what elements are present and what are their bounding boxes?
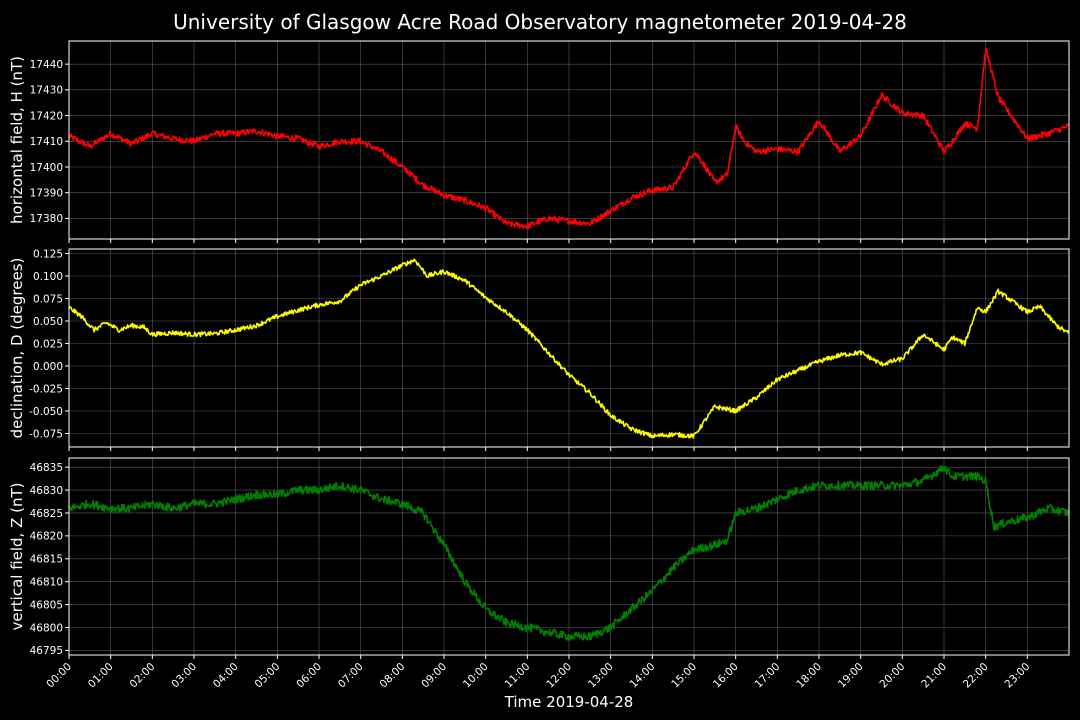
x-tick-label: 10:00	[461, 661, 491, 691]
x-tick-label: 09:00	[419, 661, 449, 691]
x-tick-label: 15:00	[669, 661, 699, 691]
y-tick-label: 0.050	[33, 316, 63, 328]
panel-frame	[68, 457, 1070, 656]
x-tick-label: 18:00	[794, 661, 824, 691]
y-tick-label: 0.000	[33, 361, 63, 373]
chart-title: University of Glasgow Acre Road Observat…	[173, 10, 907, 34]
y-axis-label-z: vertical field, Z (nT)	[8, 482, 26, 630]
x-tick-label: 16:00	[711, 661, 741, 691]
y-tick-label: 0.125	[33, 248, 63, 260]
y-tick-label: 17420	[30, 110, 63, 122]
x-tick-label: 00:00	[44, 661, 74, 691]
y-tick-label: 17440	[30, 59, 63, 71]
x-tick-label: 05:00	[253, 661, 283, 691]
y-tick-label: 46835	[30, 462, 63, 474]
y-tick-label: 46795	[30, 645, 63, 657]
y-tick-label: -0.075	[29, 428, 63, 440]
x-tick-label: 12:00	[544, 661, 574, 691]
x-tick-label: 06:00	[294, 661, 324, 691]
y-tick-label: 0.075	[33, 293, 63, 305]
panel-d: -0.075 -0.050 -0.025 0.000 0.025 0.050 0.075 0.…	[8, 248, 1070, 451]
y-tick-label: 17390	[30, 188, 63, 200]
y-tick-label: 17400	[30, 162, 63, 174]
y-tick-label: 46810	[30, 576, 63, 588]
y-tick-label: 46825	[30, 508, 63, 520]
panels: 17380 17390 17400 17410 17420 17430 17440 horiz…	[8, 40, 1070, 659]
y-tick-label: 17410	[30, 136, 63, 148]
x-tick-label: 23:00	[1003, 661, 1033, 691]
x-tick-label: 03:00	[169, 661, 199, 691]
panel-z: 46795 46800 46805 46810 46815 46820 46825 46830…	[8, 457, 1070, 659]
x-tick-label: 22:00	[961, 661, 991, 691]
y-tick-label: 46830	[30, 485, 63, 497]
series-line-z	[69, 464, 1069, 642]
y-tick-label: 0.025	[33, 338, 63, 350]
y-tick-label: 17380	[30, 213, 63, 225]
y-tick-label: 0.100	[33, 271, 63, 283]
x-tick-label: 08:00	[378, 661, 408, 691]
panel-frame	[68, 248, 1070, 448]
y-tick-label: -0.050	[29, 406, 63, 418]
y-tick-label: 17430	[30, 85, 63, 97]
y-tick-label: 46800	[30, 622, 63, 634]
x-tick-label: 20:00	[878, 661, 908, 691]
x-tick-label: 21:00	[919, 661, 949, 691]
panel-h: 17380 17390 17400 17410 17420 17430 17440 horiz…	[8, 40, 1070, 243]
x-tick-label: 01:00	[86, 661, 116, 691]
x-tick-label: 14:00	[628, 661, 658, 691]
x-tick-label: 17:00	[753, 661, 783, 691]
x-tick-label: 07:00	[336, 661, 366, 691]
x-tick-label: 02:00	[128, 661, 158, 691]
x-axis: 00:00 01:00 02:00 03:00 04:00 05:00 06:00 07:00…	[44, 661, 1032, 691]
x-tick-label: 19:00	[836, 661, 866, 691]
series-line-d	[69, 258, 1069, 439]
x-tick-label: 04:00	[211, 661, 241, 691]
y-axis-label-d: declination, D (degrees)	[8, 258, 26, 439]
y-axis-label-h: horizontal field, H (nT)	[8, 56, 26, 224]
series-line-h	[69, 47, 1069, 230]
y-tick-label: 46815	[30, 554, 63, 566]
x-tick-label: 11:00	[503, 661, 533, 691]
y-tick-label: 46805	[30, 599, 63, 611]
y-tick-label: -0.025	[29, 383, 63, 395]
panel-frame	[68, 40, 1070, 240]
y-tick-label: 46820	[30, 531, 63, 543]
x-tick-label: 13:00	[586, 661, 616, 691]
x-axis-label: Time 2019-04-28	[504, 693, 634, 711]
